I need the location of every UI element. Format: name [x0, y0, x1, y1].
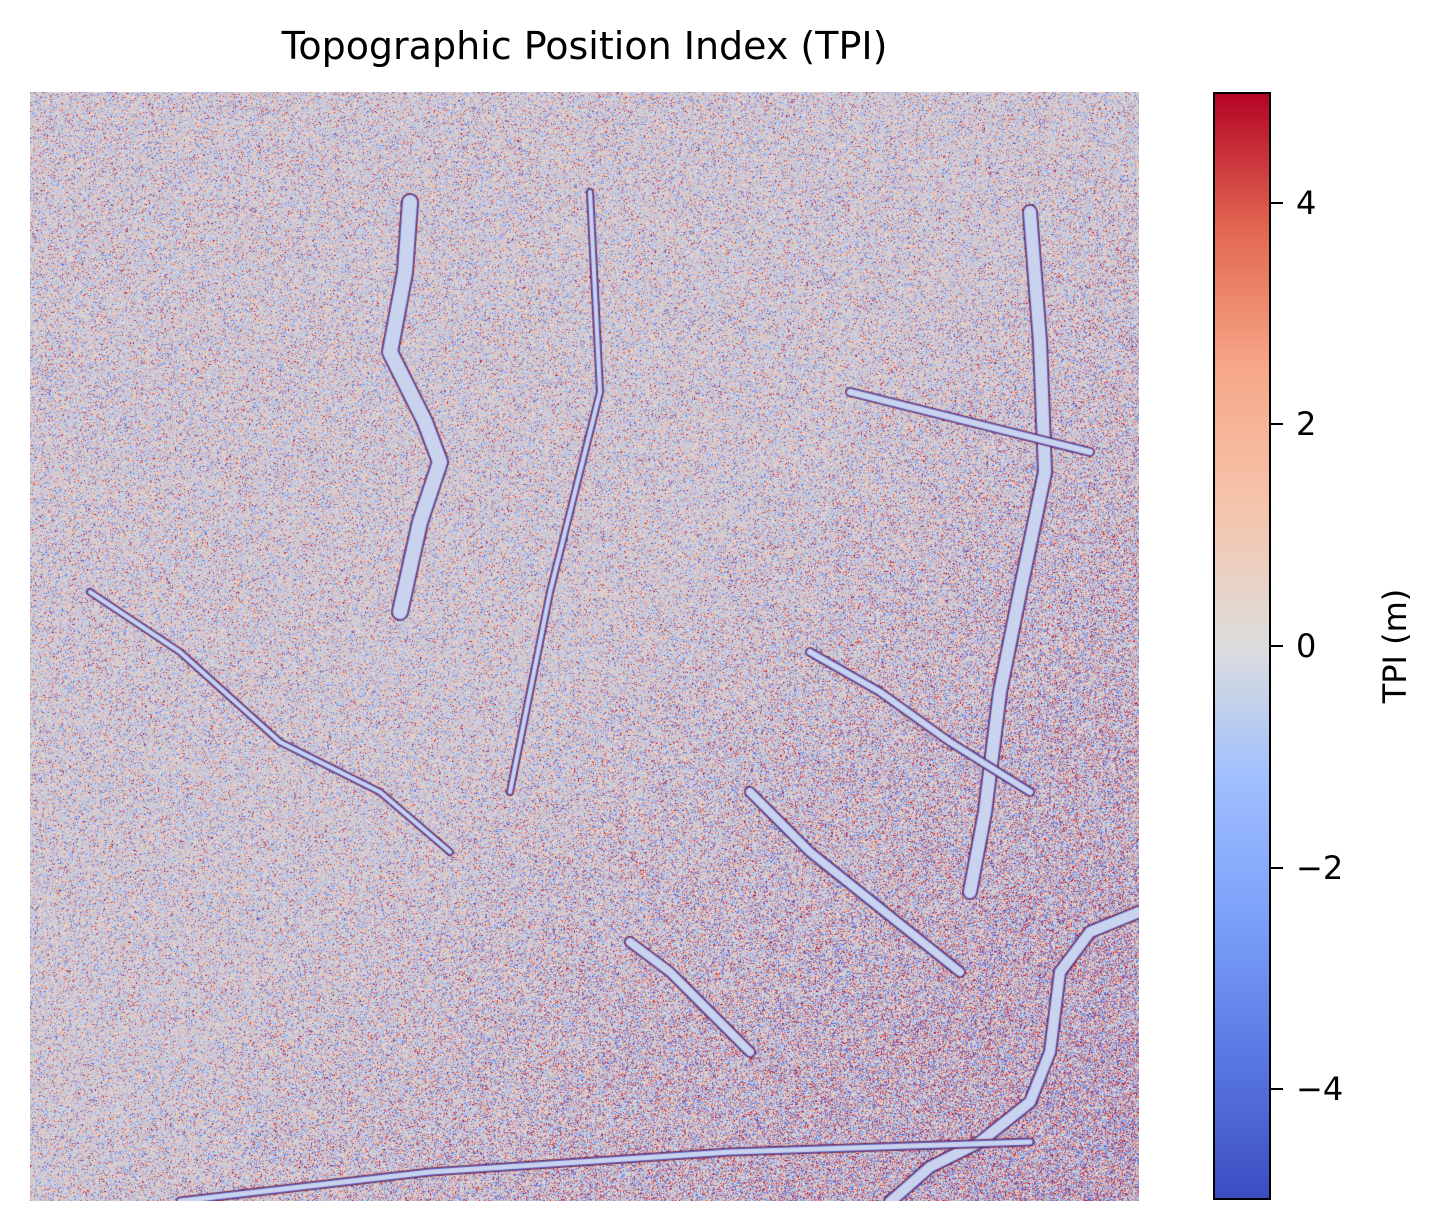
colorbar-tick: [1271, 645, 1283, 647]
colorbar-tick-label: 2: [1296, 405, 1317, 444]
colorbar-tick: [1271, 201, 1283, 204]
colorbar-tick-label: 0: [1296, 627, 1317, 665]
colorbar-tick-label: −2: [1296, 848, 1344, 887]
colorbar-tick: [1271, 423, 1283, 426]
chart-title: Topographic Position Index (TPI): [281, 24, 888, 68]
colorbar-label: TPI (m): [1376, 588, 1414, 704]
colorbar-gradient: [1215, 94, 1269, 1198]
tpi-raster: [30, 92, 1139, 1201]
colorbar-tick-label: −4: [1296, 1070, 1344, 1109]
tpi-raster-canvas: [30, 92, 1139, 1201]
colorbar-tick: [1271, 866, 1283, 869]
colorbar-tick-label: 4: [1296, 183, 1317, 222]
colorbar: [1213, 92, 1271, 1200]
colorbar-tick: [1271, 1088, 1283, 1091]
